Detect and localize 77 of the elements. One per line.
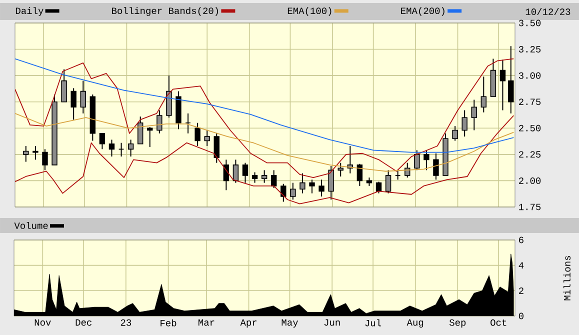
candlestick (290, 182, 296, 200)
line-series (15, 58, 514, 153)
candlestick (471, 99, 477, 131)
candlestick (156, 110, 162, 134)
candlestick (424, 150, 430, 171)
candlestick (23, 146, 29, 162)
x-tick-label: Feb (160, 319, 176, 326)
y-tick-label: 6 (519, 236, 524, 244)
y-tick-label: 2 (519, 287, 524, 294)
text: 10/12/23 (526, 8, 570, 15)
x-tick-label: Nov (34, 319, 51, 326)
candlestick (356, 163, 363, 186)
line-series (15, 115, 514, 204)
x-tick-label: May (282, 319, 298, 328)
x-tick-label: Dec (76, 319, 92, 326)
candlestick (118, 142, 124, 158)
candlestick (99, 132, 106, 150)
legend-label: Daily (16, 7, 44, 16)
y-tick-label: 0 (518, 312, 524, 320)
candlestick (462, 110, 468, 138)
candlestick (318, 179, 324, 197)
candlestick (252, 172, 258, 184)
candlestick (137, 116, 144, 144)
y-tick-label: 2.50 (519, 124, 541, 132)
candlestick (480, 76, 487, 113)
candlestick (376, 181, 382, 194)
x-tick-label: Oct (490, 319, 506, 326)
candlestick (508, 46, 514, 114)
candlestick (385, 170, 392, 194)
candlestick (261, 170, 268, 184)
candlestick (338, 162, 344, 177)
candlestick (280, 183, 286, 202)
x-tick-label: Mar (198, 319, 214, 326)
y-axis-title: Millions (564, 256, 570, 300)
y-tick-label: 2.00 (519, 177, 541, 184)
candlestick (32, 146, 38, 160)
candlestick (232, 159, 239, 184)
candlestick (433, 152, 439, 180)
y-tick-label: 1.75 (519, 204, 541, 210)
legend-label: EMA(100) (288, 7, 332, 16)
y-tick-label: 2.75 (519, 98, 541, 106)
y-tick-label: 3.25 (518, 46, 541, 53)
candlestick (242, 162, 248, 184)
candlestick (147, 126, 153, 148)
candlestick (328, 165, 334, 200)
candlestick (271, 170, 277, 189)
candlestick (214, 132, 220, 164)
legend-label: Bollinger Bands(20) (112, 7, 218, 16)
candlestick (404, 162, 410, 178)
candlestick (80, 80, 86, 114)
legend-label: Volume (14, 222, 48, 229)
line-series (15, 112, 514, 172)
candlestick (194, 122, 200, 147)
y-tick-label: 3.00 (518, 72, 541, 79)
y-tick-label: 4 (518, 262, 524, 268)
x-tick-label: 23 (120, 319, 132, 326)
candlestick (414, 150, 420, 171)
y-tick-label: 2.25 (519, 151, 541, 158)
candlestick (500, 59, 506, 111)
candlestick (452, 126, 458, 142)
candlestick (394, 170, 401, 180)
candlestick (204, 130, 210, 147)
x-tick-label: Aug (406, 319, 424, 328)
candlestick (185, 112, 191, 134)
candlestick (309, 179, 315, 194)
x-tick-label: Sep (449, 319, 466, 328)
x-tick-label: Jun (324, 319, 340, 326)
candlestick (128, 139, 134, 158)
candlestick (70, 88, 76, 120)
x-tick-label: Apr (240, 319, 256, 328)
candlestick (61, 68, 67, 102)
candlestick (42, 148, 48, 171)
candlestick (108, 139, 115, 158)
legend-label: EMA(200) (401, 7, 444, 16)
candlestick (300, 172, 306, 194)
x-tick-label: Jul (365, 319, 382, 326)
y-tick-label: 3.50 (518, 20, 541, 26)
